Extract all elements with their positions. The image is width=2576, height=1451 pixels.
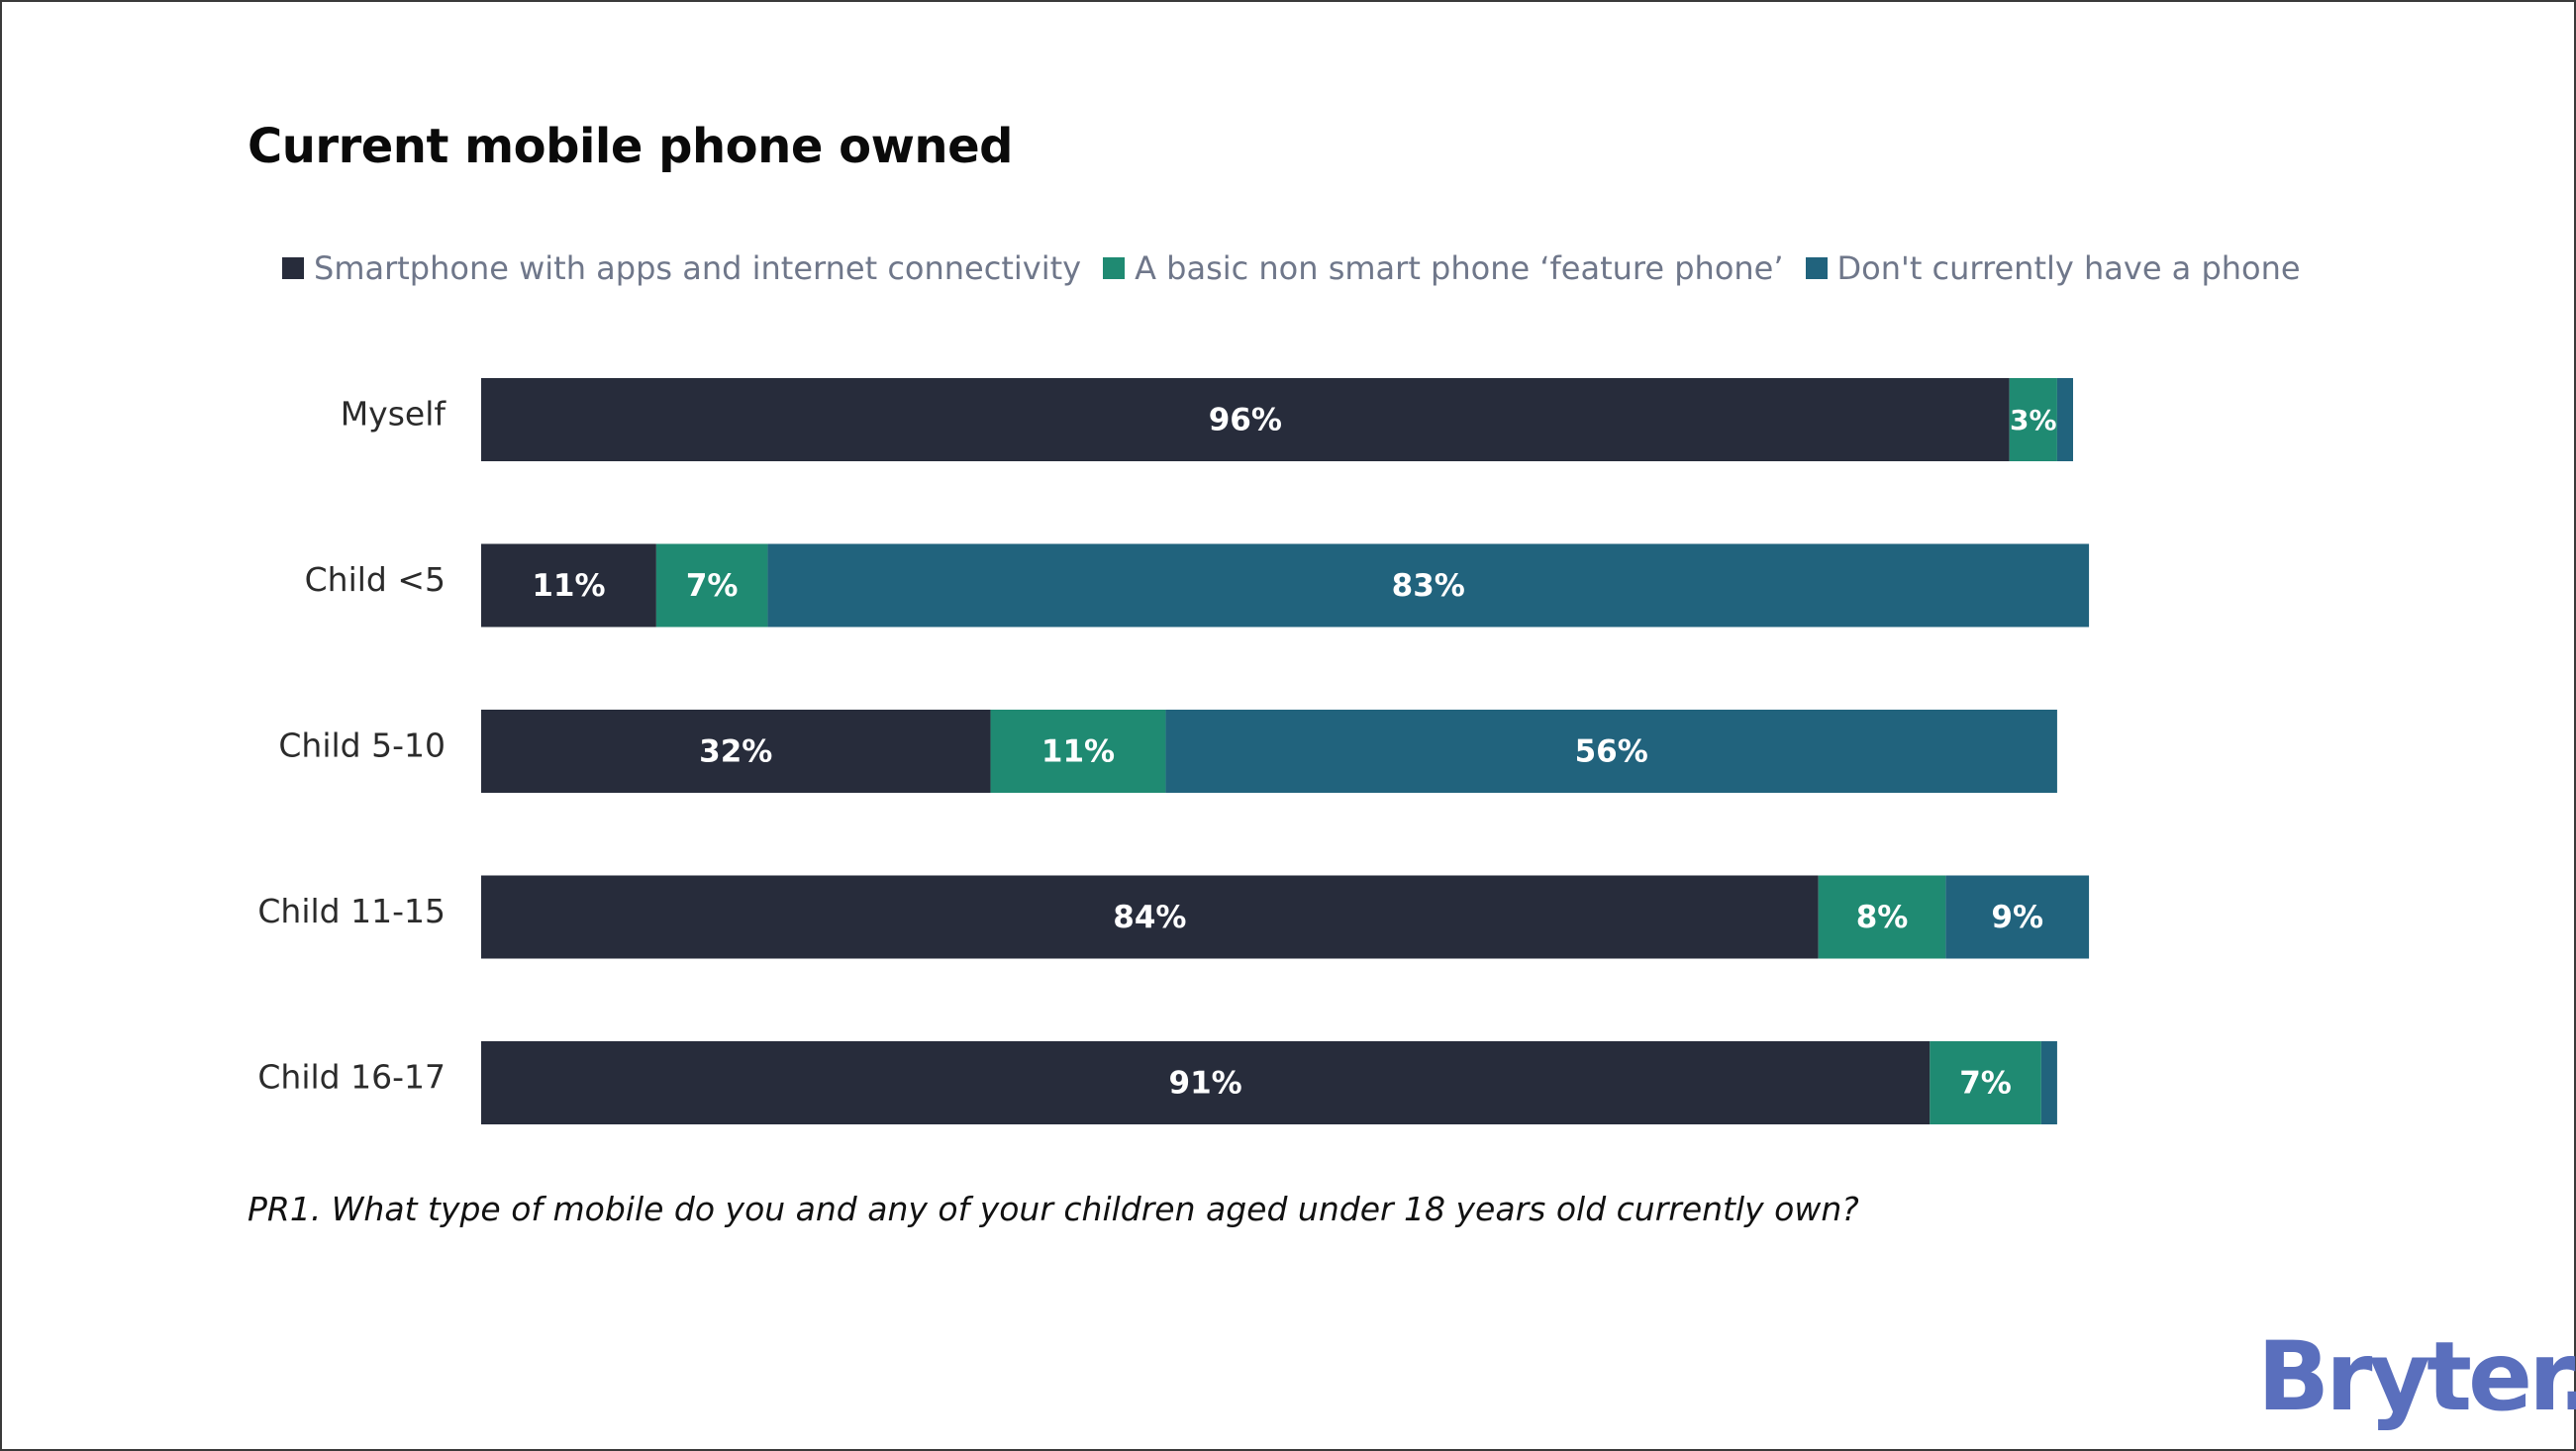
bar-segment: [767, 543, 2090, 628]
bar-segment: [990, 710, 1166, 793]
chart-legend: Smartphone with apps and internet connec…: [282, 249, 2323, 287]
legend-swatch-feature-phone: [1103, 257, 1126, 279]
bar-segment: [481, 710, 991, 793]
bar-segment: [1930, 1041, 2041, 1124]
bar-segment: [2056, 378, 2073, 461]
legend-item-no-phone: Don't currently have a phone: [1805, 249, 2301, 287]
data-label: 84%: [1113, 900, 1186, 935]
category-label: Child 11-15: [257, 892, 446, 930]
legend-label-no-phone: Don't currently have a phone: [1836, 249, 2301, 287]
bar-segment: [481, 1041, 1931, 1124]
legend-label-feature-phone: A basic non smart phone ‘feature phone’: [1135, 249, 1784, 287]
legend-label-smartphone: Smartphone with apps and internet connec…: [314, 249, 1082, 287]
legend-item-smartphone: Smartphone with apps and internet connec…: [282, 249, 1081, 287]
survey-question-footnote: PR1. What type of mobile do you and any …: [248, 1190, 1859, 1228]
data-label: 8%: [1856, 900, 1909, 935]
data-label: 91%: [1169, 1066, 1242, 1102]
data-label: 96%: [1209, 403, 1282, 438]
bryter-logo: Bryter.: [2257, 1321, 2576, 1432]
data-label: 11%: [1041, 734, 1115, 770]
bar-segment: [1165, 710, 2057, 793]
data-label: 11%: [532, 568, 605, 604]
data-label: 9%: [1991, 900, 2043, 935]
bar-segment: [1945, 875, 2090, 959]
bar-segment: [481, 543, 656, 628]
chart-title: Current mobile phone owned: [248, 119, 1014, 174]
legend-swatch-smartphone: [282, 257, 304, 279]
legend-swatch-no-phone: [1805, 257, 1828, 279]
bar-segment: [655, 543, 768, 628]
legend-item-feature-phone: A basic non smart phone ‘feature phone’: [1103, 249, 1784, 287]
bar-segment: [481, 875, 1819, 959]
data-label: 7%: [686, 568, 739, 604]
category-label: Child 16-17: [257, 1058, 446, 1097]
bar-segment: [2040, 1041, 2057, 1124]
category-label: Child 5-10: [278, 726, 446, 765]
bar-segment: [2009, 378, 2057, 461]
category-label: Myself: [341, 395, 447, 434]
bar-segment: [481, 378, 2010, 461]
data-label: 56%: [1575, 734, 1648, 770]
data-label: 7%: [1959, 1066, 2012, 1102]
data-label: 32%: [699, 734, 772, 770]
data-label: 83%: [1392, 568, 1465, 604]
category-label: Child <5: [305, 560, 446, 599]
data-label: 3%: [2010, 404, 2057, 436]
bar-segment: [1818, 875, 1946, 959]
